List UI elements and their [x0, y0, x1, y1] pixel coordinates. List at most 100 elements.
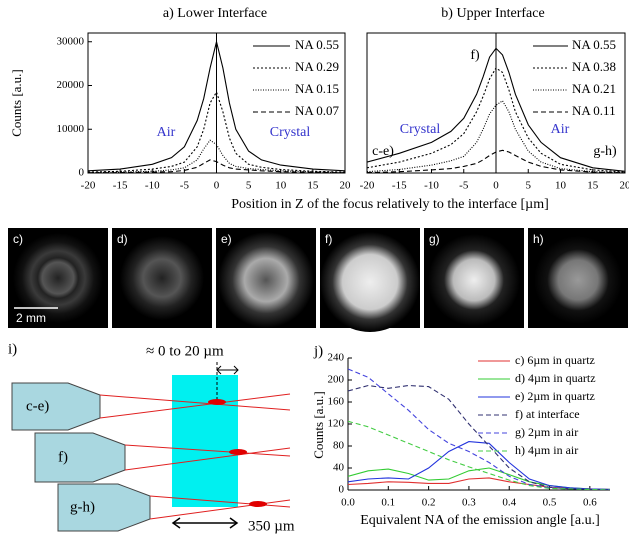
image-label: e): [221, 232, 232, 246]
x-tick-label: 0.5: [543, 497, 557, 509]
image-spot: [428, 234, 520, 326]
series-line: [367, 149, 625, 173]
image-label: d): [117, 232, 128, 246]
x-tick-label: 0.6: [583, 497, 597, 509]
legend-label: NA 0.21: [572, 81, 616, 96]
objective-label: g-h): [70, 499, 95, 515]
y-tick-label: 240: [328, 352, 345, 364]
image-label: h): [533, 232, 544, 246]
series-line: [88, 139, 345, 173]
width-arrowheads: [171, 517, 239, 529]
y-tick-label: 40: [333, 462, 345, 474]
annotation: g-h): [593, 144, 617, 159]
series-line: [367, 67, 625, 173]
y-tick-label: 80: [333, 440, 345, 452]
legend-label: NA 0.07: [295, 103, 340, 118]
y-tick-label: 160: [328, 396, 345, 408]
annotation: Air: [551, 122, 570, 137]
series-line: [367, 47, 625, 172]
series-line: [348, 384, 610, 490]
annotation: Air: [157, 125, 176, 140]
objective-label: f): [58, 449, 68, 465]
image-strip: c) d) e) f) g) h) 2 mm: [8, 228, 628, 332]
legend-label: NA 0.38: [572, 59, 616, 74]
x-tick-label: 0.2: [422, 497, 436, 509]
legend-label: NA 0.29: [295, 59, 339, 74]
image-spot: [320, 232, 420, 332]
objective: [34, 432, 126, 483]
y-tick-label: 20000: [57, 79, 85, 91]
image-spot: [534, 236, 622, 324]
annotation: Crystal: [270, 125, 311, 140]
y-tick-label: 120: [328, 418, 345, 430]
annotation: f): [470, 48, 480, 63]
gap-arrowheads: [216, 365, 239, 375]
image-label: c): [13, 232, 23, 246]
x-tick-label: 0: [493, 180, 499, 192]
legend-label: c) 6µm in quartz: [515, 353, 595, 367]
x-tick-label: -10: [424, 180, 439, 192]
chart-title: b) Upper Interface: [441, 6, 544, 21]
legend-label: d) 4µm in quartz: [515, 371, 596, 385]
x-tick-label: -10: [145, 180, 160, 192]
x-tick-label: 0: [214, 180, 220, 192]
width-label: 350 µm: [248, 518, 295, 534]
crystal-slab: [172, 375, 238, 507]
focus-spot: [229, 449, 247, 455]
x-tick-label: 20: [620, 180, 629, 192]
setup-diagram: i) ≈ 0 to 20 µm 350 µm c-e) f) g-h) j): [8, 341, 323, 534]
series-line: [367, 100, 625, 173]
x-axis-label: Equivalent NA of the emission angle [a.u…: [360, 513, 600, 528]
beam: [99, 393, 291, 419]
legend-label: NA 0.55: [572, 37, 616, 52]
panel-label: j): [313, 343, 323, 359]
image-spot: [218, 232, 314, 328]
x-tick-label: 5: [526, 180, 532, 192]
scale-bar-label: 2 mm: [16, 311, 46, 325]
panel-label: i): [8, 341, 17, 357]
image-label: f): [325, 232, 332, 246]
beam: [149, 495, 291, 520]
series-line: [88, 159, 345, 173]
legend-label: NA 0.15: [295, 81, 339, 96]
y-tick-label: 10000: [57, 123, 85, 135]
focus-spot: [208, 399, 226, 405]
y-tick-label: 0: [79, 167, 85, 179]
x-tick-label: -5: [180, 180, 190, 192]
gap-label: ≈ 0 to 20 µm: [146, 343, 224, 359]
x-tick-label: 0.4: [502, 497, 516, 509]
legend-label: f) at interface: [515, 407, 580, 421]
image-label: g): [429, 232, 440, 246]
x-tick-label: -5: [459, 180, 469, 192]
legend-label: NA 0.11: [572, 103, 616, 118]
series-line: [88, 41, 345, 172]
image-spot: [13, 233, 103, 323]
x-tick-label: 0.3: [462, 497, 476, 509]
series-line: [348, 420, 610, 490]
series-line: [348, 368, 610, 490]
legend-label: NA 0.55: [295, 37, 339, 52]
x-tick-label: -15: [392, 180, 407, 192]
series-line: [348, 441, 610, 490]
x-tick-label: -20: [360, 180, 375, 192]
annotation: Crystal: [400, 122, 441, 137]
legend-label: e) 2µm in quartz: [515, 389, 595, 403]
x-axis-label: Position in Z of the focus relatively to…: [231, 197, 549, 212]
y-axis-label: Counts [a.u.]: [9, 69, 24, 137]
series-line: [88, 90, 345, 173]
y-tick-label: 0: [339, 484, 345, 496]
legend-label: h) 4µm in air: [515, 443, 578, 457]
x-tick-label: 15: [307, 180, 319, 192]
annotation: c-e): [372, 144, 394, 159]
x-tick-label: 10: [555, 180, 567, 192]
chart-title: a) Lower Interface: [163, 6, 267, 21]
focus-spot: [249, 501, 267, 507]
y-tick-label: 200: [328, 374, 345, 386]
x-tick-label: 0.1: [381, 497, 395, 509]
beam: [124, 444, 291, 471]
y-tick-label: 30000: [57, 35, 85, 47]
x-tick-label: -20: [81, 180, 96, 192]
image-spot: [120, 236, 204, 320]
y-axis-label: Counts [a.u.]: [311, 391, 326, 459]
